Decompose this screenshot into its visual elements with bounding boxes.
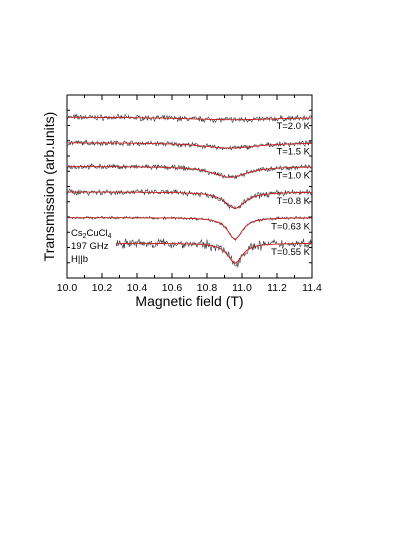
sample-formula-sub2: 4 bbox=[108, 233, 112, 240]
sample-orientation: H||b bbox=[71, 254, 88, 265]
series-fit-line bbox=[67, 116, 313, 121]
x-tick-label: 10.0 bbox=[57, 282, 78, 294]
temperature-labels: T=2.0 K T=1.5 K T=1.0 K T=0.8 K T=0.63 K T=0.… bbox=[271, 121, 310, 258]
series-layer bbox=[66, 113, 313, 268]
y-axis-title: Transmission (arb.units) bbox=[41, 112, 57, 262]
series-temperature-label: T=0.63 K bbox=[271, 222, 310, 233]
x-tick-label: 10.8 bbox=[197, 282, 218, 294]
x-tick-label: 11.0 bbox=[232, 282, 252, 294]
x-tick-label: 10.2 bbox=[92, 282, 113, 294]
x-tick-label: 11.4 bbox=[302, 282, 322, 294]
series-fit-line bbox=[66, 166, 313, 178]
x-tick-label: 10.4 bbox=[127, 282, 148, 294]
series-fit-line bbox=[116, 242, 312, 264]
series-temperature-label: T=0.8 K bbox=[276, 196, 310, 207]
x-axis-tick-labels: 10.0 10.2 10.4 10.6 10.8 11.0 11.2 11.4 bbox=[57, 282, 322, 294]
series-temperature-label: T=0.55 K bbox=[271, 247, 310, 258]
series-temperature-label: T=2.0 K bbox=[276, 121, 310, 132]
sample-formula-main: Cs bbox=[71, 228, 83, 239]
y-axis-ticks bbox=[67, 109, 312, 264]
series-data-line bbox=[66, 113, 313, 124]
x-axis-title: Magnetic field (T) bbox=[135, 293, 243, 309]
series-data-line bbox=[115, 238, 313, 268]
sample-frequency: 197 GHz bbox=[71, 241, 109, 252]
series-data-line bbox=[66, 215, 313, 241]
series-temperature-label: T=1.5 K bbox=[276, 147, 310, 158]
series-fit-line bbox=[67, 217, 312, 241]
x-axis-ticks bbox=[66, 95, 313, 278]
series-fit-line bbox=[67, 142, 313, 149]
series-fit-line bbox=[67, 191, 312, 209]
series-temperature-label: T=1.0 K bbox=[276, 170, 310, 181]
sample-formula-sub1: 2 bbox=[83, 233, 87, 240]
sample-formula-mid: CuCl bbox=[87, 228, 108, 239]
x-tick-label: 11.2 bbox=[267, 282, 287, 294]
series-data-line bbox=[66, 163, 313, 180]
sample-formula: Cs2CuCl4 bbox=[71, 228, 112, 240]
x-tick-label: 10.6 bbox=[162, 282, 183, 294]
